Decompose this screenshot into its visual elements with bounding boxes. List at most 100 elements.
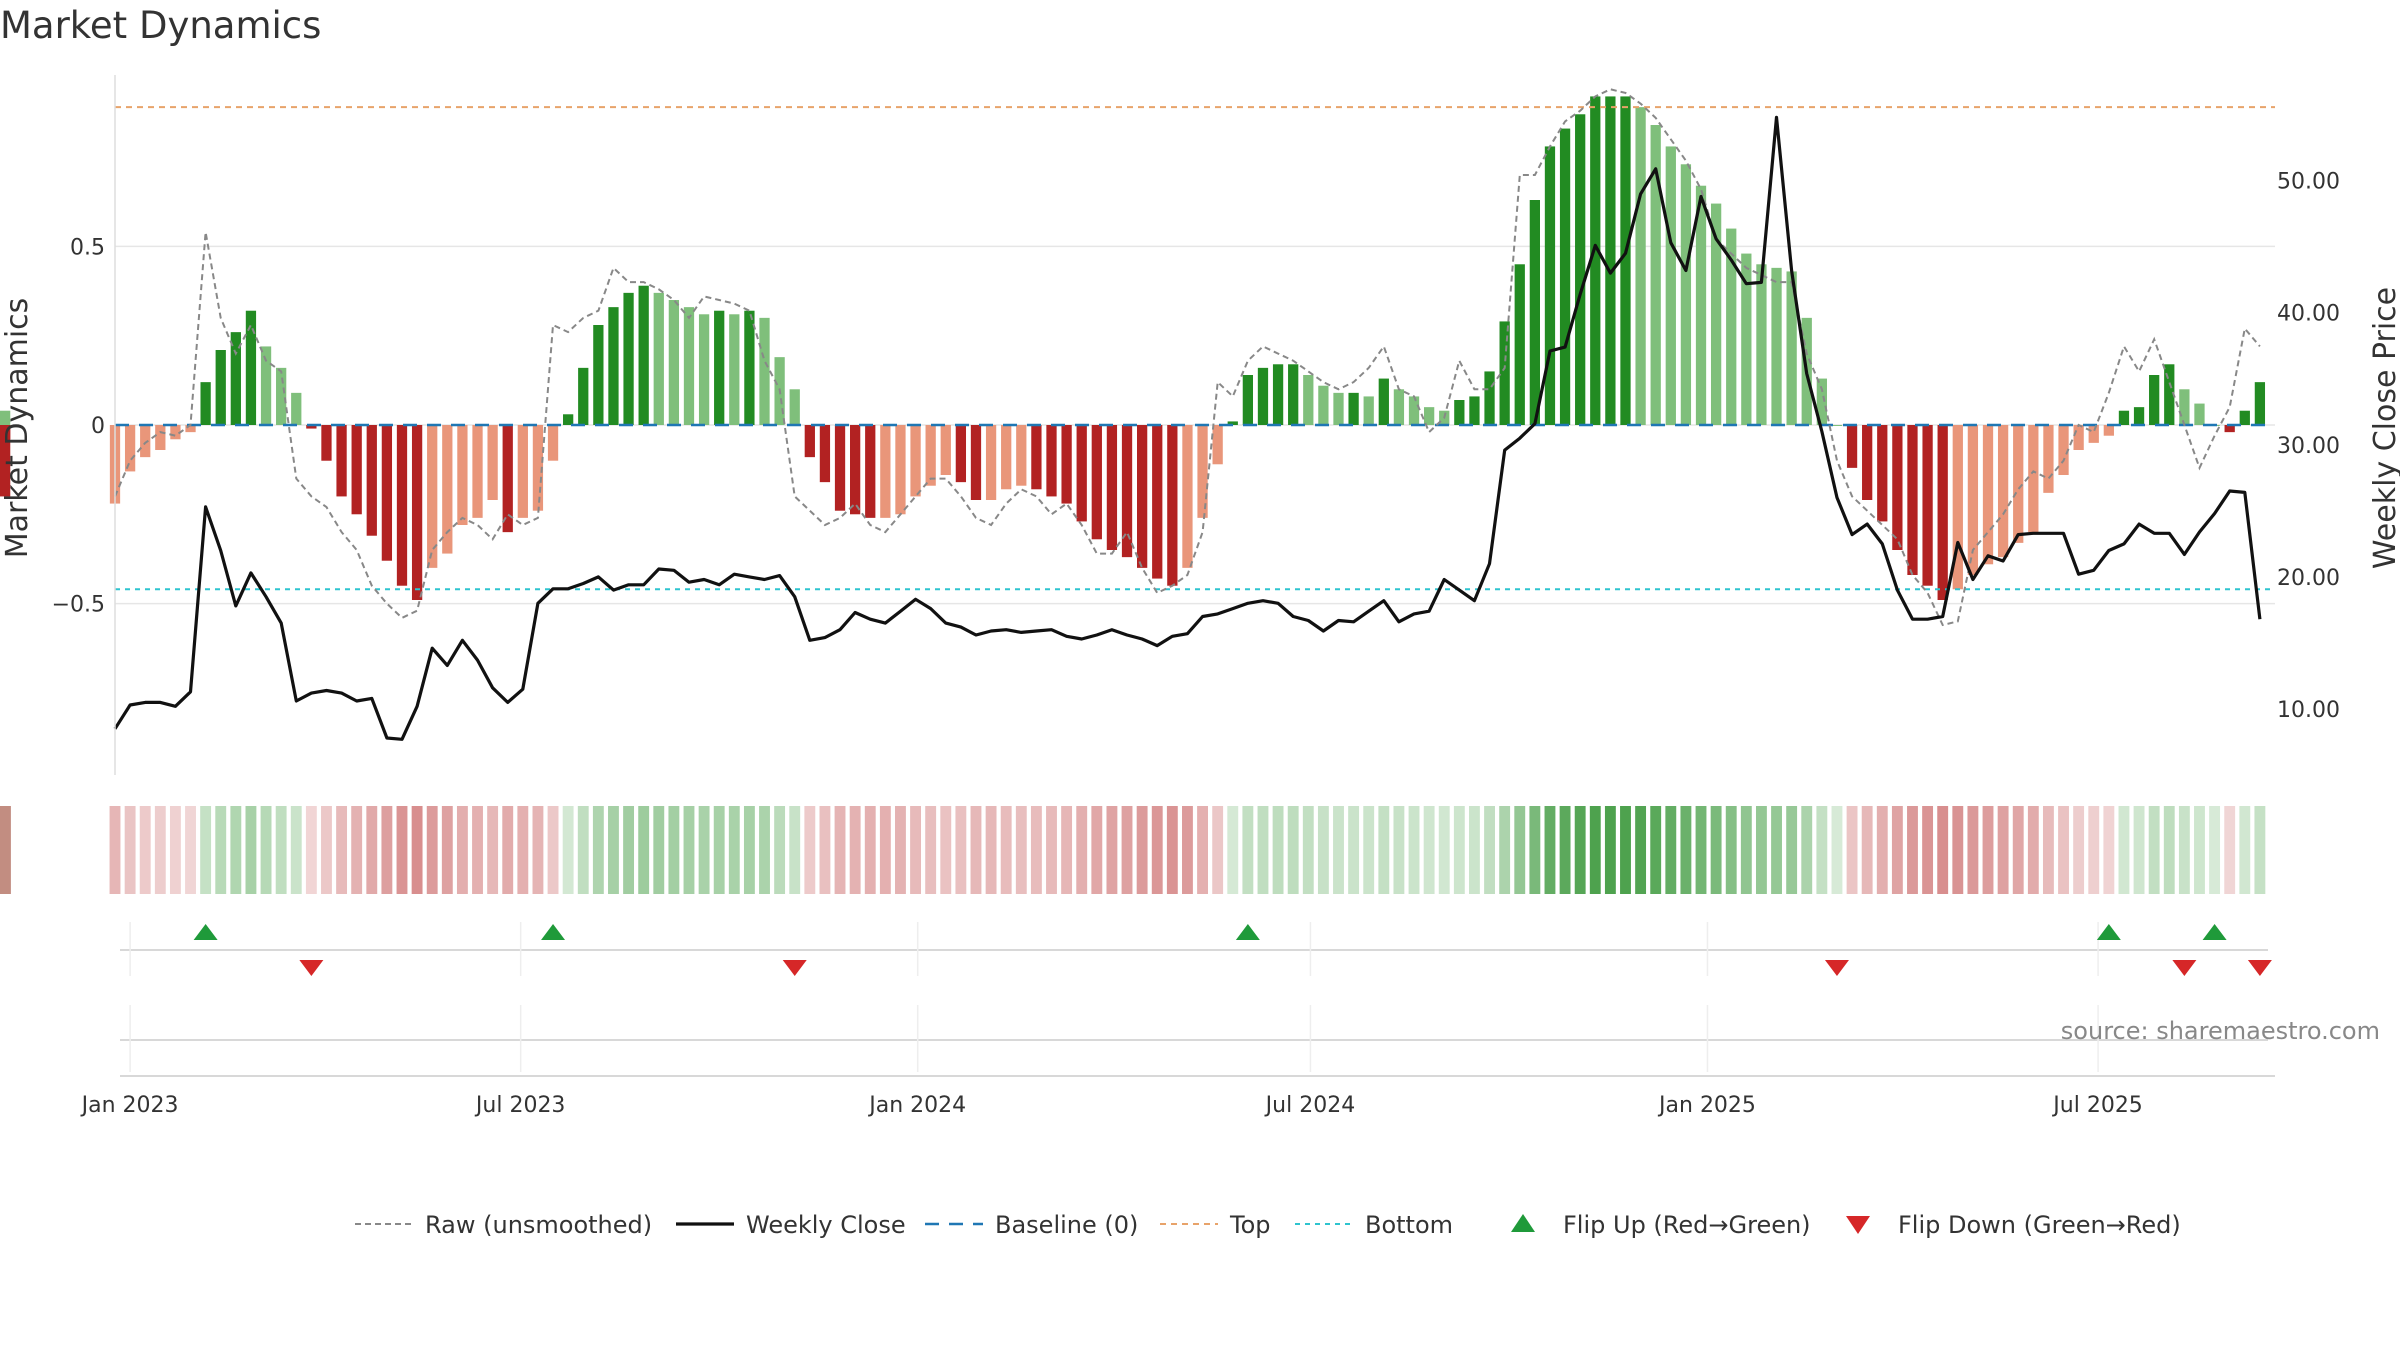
strip-cell-2023-11-26 [834, 806, 846, 894]
strip-cell-2024-04-21 [1151, 806, 1163, 894]
bar-2025-01-12 [1726, 228, 1737, 425]
strip-cell-2025-06-01 [2027, 806, 2039, 894]
strip-cell-2024-06-23 [1287, 806, 1299, 894]
strip-cell-2024-12-01 [1635, 806, 1647, 894]
strip-cell-2024-08-11 [1393, 806, 1405, 894]
axes: 0.5 0 −0.5 50.00 40.00 30.00 20.00 10.00 [52, 75, 2340, 775]
strip-cell-2025-05-11 [1982, 806, 1994, 894]
strip-cell-2023-06-04 [456, 806, 468, 894]
strip-cell-2023-04-09 [336, 806, 348, 894]
bar-2024-06-09 [1257, 367, 1269, 425]
bar-2023-05-14 [411, 425, 423, 600]
bar-2024-02-11 [1001, 425, 1012, 490]
strip-cell-2023-06-11 [472, 806, 483, 894]
legend-label: Weekly Close [746, 1211, 906, 1239]
strip-cell-2025-02-23 [1816, 806, 1828, 894]
strip-cell-2025-03-23 [1876, 806, 1888, 894]
strip-cell-2025-02-09 [1786, 806, 1798, 894]
bar-2023-07-30 [578, 367, 589, 425]
bar-2024-08-25 [1423, 407, 1435, 425]
strip-cell-2023-03-19 [290, 806, 302, 894]
strip-cell-undefined [0, 806, 11, 894]
legend-label: Baseline (0) [995, 1211, 1138, 1239]
strip-cell-2024-03-24 [1091, 806, 1103, 894]
bar-2023-10-01 [714, 310, 725, 425]
strip-cell-2024-01-28 [970, 806, 982, 894]
strip-cell-2023-12-10 [864, 806, 876, 894]
strip-cell-2023-11-05 [789, 806, 801, 894]
source-credit: source: sharemaestro.com [2061, 1017, 2380, 1045]
strip-cell-2022-12-25 [109, 806, 121, 894]
bar-2025-04-27 [1952, 425, 1963, 590]
chart-title: Market Dynamics [0, 4, 321, 47]
bar-2023-06-04 [457, 425, 468, 525]
strip-cell-2023-10-22 [759, 806, 770, 894]
strip-cell-2024-10-06 [1514, 806, 1526, 894]
bar-2024-08-18 [1408, 396, 1420, 425]
strip-cell-2023-10-08 [728, 806, 740, 894]
strip-cell-2025-05-04 [1967, 806, 1979, 894]
bar-2025-04-20 [1937, 425, 1948, 600]
market-dynamics-bars [0, 96, 2266, 600]
bar-2024-01-07 [925, 425, 936, 486]
bar-2024-06-30 [1303, 375, 1314, 425]
bar-2025-04-13 [1922, 425, 1933, 586]
bar-2024-04-28 [1167, 425, 1178, 586]
flip-up-marker [1235, 924, 1260, 940]
bar-2025-02-02 [1771, 267, 1782, 425]
bar-2025-03-16 [1862, 425, 1873, 500]
bar-2025-06-22 [2073, 425, 2084, 450]
strip-cell-2023-12-31 [910, 806, 921, 894]
bar-2024-04-21 [1152, 425, 1163, 579]
strip-cell-2024-08-25 [1423, 806, 1435, 894]
bar-2025-03-09 [1846, 425, 1858, 468]
bar-2024-12-08 [1650, 125, 1661, 425]
strip-cell-undefined [0, 806, 11, 894]
bar-2025-01-19 [1741, 253, 1752, 425]
bar-2024-03-31 [1106, 425, 1118, 550]
bar-2024-02-04 [985, 425, 997, 500]
bar-2024-11-10 [1590, 96, 1601, 425]
bar-2023-04-30 [381, 425, 393, 561]
flip-markers: Jan 2023 Jul 2023 Jan 2024 Jul 2024 Jan 2025… [80, 922, 2275, 1118]
y-right-axis-label: Weekly Close Price [2368, 287, 2400, 569]
strip-cell-2023-02-05 [200, 806, 212, 894]
strip-cell-2024-04-14 [1136, 806, 1148, 894]
strip-cell-2023-02-26 [245, 806, 257, 894]
bar-2025-01-26 [1756, 264, 1767, 425]
x-tick-label: Jul 2025 [2051, 1093, 2143, 1118]
y-left-tick-label: −0.5 [52, 593, 105, 618]
legend-label: Flip Down (Green→Red) [1898, 1211, 2181, 1239]
bar-2024-11-03 [1575, 114, 1586, 426]
strip-cell-2025-08-03 [2163, 806, 2175, 894]
strip-cell-2023-12-24 [895, 806, 906, 894]
bar-2025-04-06 [1907, 425, 1918, 575]
bar-2023-03-26 [306, 425, 317, 429]
bar-2023-03-05 [260, 346, 272, 425]
bar-2023-02-05 [200, 382, 211, 425]
strip-cell-2023-05-07 [396, 806, 408, 894]
bar-2025-05-25 [2013, 425, 2024, 543]
strip-cell-2023-01-08 [139, 806, 151, 894]
strip-cell-2024-07-21 [1348, 806, 1360, 894]
series-lines [113, 88, 2262, 741]
strip-cell-2023-04-30 [381, 806, 393, 894]
bar-2024-05-05 [1182, 425, 1193, 568]
bar-2025-07-06 [2103, 425, 2114, 436]
bar-2023-04-09 [336, 425, 347, 497]
bar-2023-01-29 [185, 425, 196, 433]
strip-cell-2024-06-02 [1242, 806, 1254, 894]
bar-2025-02-09 [1786, 271, 1797, 425]
strip-cell-2023-01-22 [169, 806, 181, 894]
bar-2023-08-20 [623, 292, 634, 425]
bar-2023-02-12 [215, 350, 226, 425]
strip-cell-2024-09-08 [1453, 806, 1465, 894]
bar-2024-09-22 [1484, 371, 1495, 425]
strip-cell-2023-03-05 [260, 806, 272, 894]
flip-up-marker [193, 924, 218, 940]
bar-2025-05-11 [1982, 425, 1994, 565]
strip-cell-2024-05-19 [1212, 806, 1224, 894]
strip-cell-undefined [0, 806, 11, 894]
strip-cell-2023-06-18 [487, 806, 499, 894]
bar-2023-05-21 [427, 425, 438, 568]
